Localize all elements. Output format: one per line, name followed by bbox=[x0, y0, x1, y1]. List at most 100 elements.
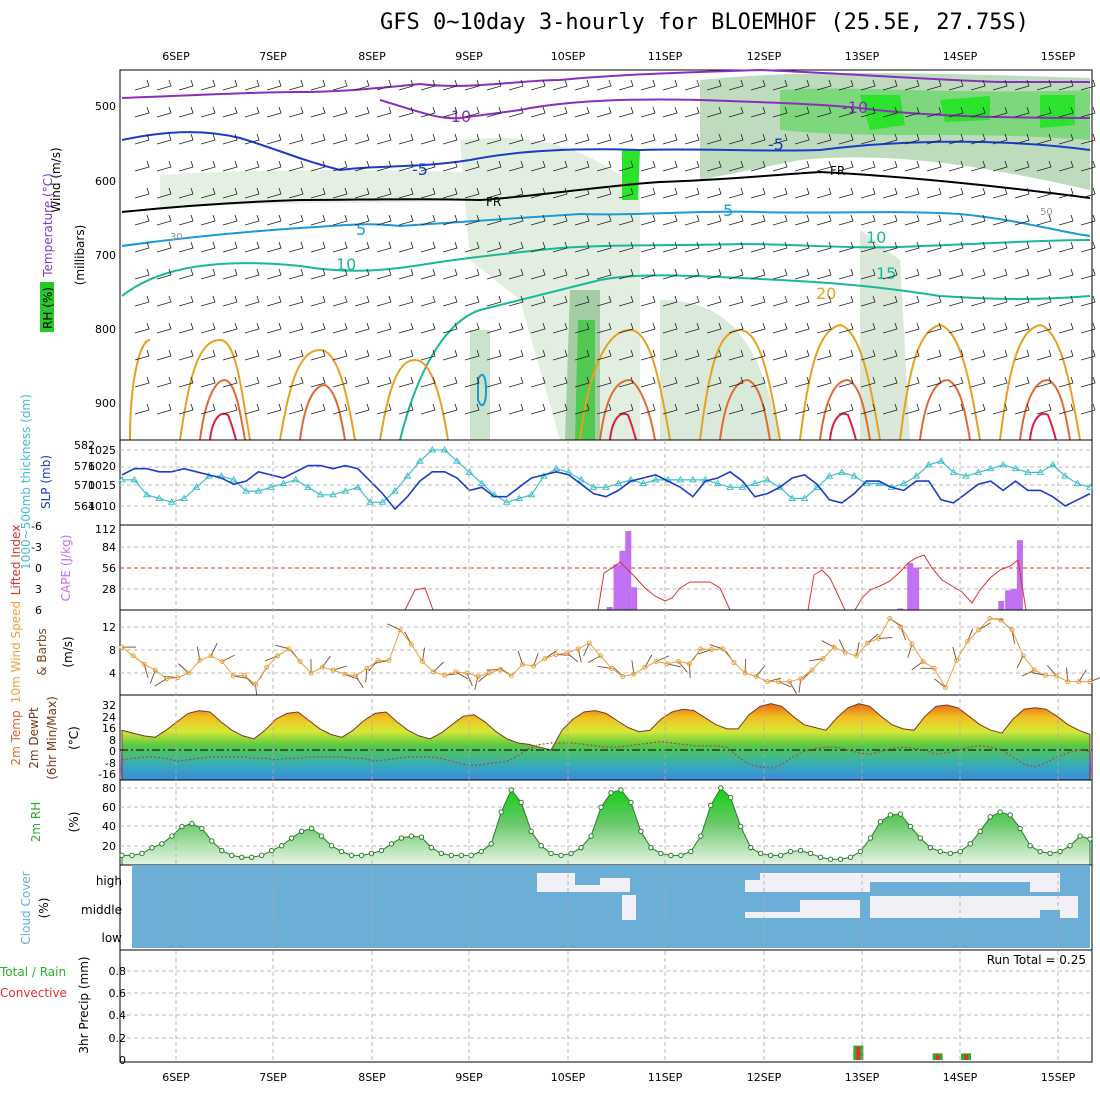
wind-barb-upper bbox=[1014, 79, 1030, 91]
wind-barb-upper bbox=[1036, 322, 1052, 334]
wind-barb-upper bbox=[508, 349, 524, 361]
wind-barb-upper bbox=[706, 214, 722, 226]
contour-label: 30 bbox=[170, 232, 183, 243]
cloud-tick-high: high bbox=[96, 874, 122, 888]
wind-barb-upper bbox=[640, 79, 656, 91]
wind-barb-upper bbox=[376, 295, 392, 307]
wind10-point bbox=[586, 640, 592, 646]
wind-barb-upper bbox=[310, 295, 326, 307]
wind10-point bbox=[442, 672, 448, 678]
rh-point bbox=[348, 852, 355, 859]
wind-barb-upper bbox=[156, 403, 172, 415]
wind-barb-upper bbox=[222, 241, 238, 253]
slp-point bbox=[242, 487, 250, 494]
x-tick-top: 6SEP bbox=[162, 50, 190, 63]
wind-barb-upper bbox=[398, 295, 414, 307]
wind-barb-upper bbox=[992, 106, 1008, 118]
wind-barb-upper bbox=[794, 106, 810, 118]
wind-barb-upper bbox=[200, 214, 216, 226]
wind-barb-upper bbox=[596, 403, 612, 415]
wind-barb-upper bbox=[178, 160, 194, 172]
rh-ylabel2: (%) bbox=[67, 812, 81, 833]
rh-point bbox=[608, 790, 614, 796]
grid bbox=[120, 970, 1092, 1039]
wind-barb-upper bbox=[640, 187, 656, 199]
wind-barb-upper bbox=[1080, 322, 1096, 334]
cape-bar bbox=[998, 600, 1005, 610]
wind-barb-upper bbox=[684, 322, 700, 334]
wind-barb-upper bbox=[1036, 268, 1052, 280]
wind-barb-upper bbox=[904, 79, 920, 91]
contour-label: -5 bbox=[412, 160, 428, 179]
rh-point bbox=[129, 852, 135, 859]
rh-point bbox=[219, 847, 225, 854]
wind-barb-upper bbox=[1080, 133, 1096, 145]
wind-barb-upper bbox=[772, 403, 788, 415]
cloud-cover-panel: high middle low Cloud Cover (%) bbox=[19, 864, 1093, 951]
y-tick: 16 bbox=[102, 722, 116, 735]
rh-point bbox=[698, 833, 704, 839]
rh-point bbox=[1007, 812, 1013, 818]
wind-barb-upper bbox=[1014, 133, 1030, 145]
wind-barb-upper bbox=[134, 187, 150, 199]
y-tick: 28 bbox=[102, 583, 116, 596]
contour-labels: -10 -5 FR 5 10 15 20 -10 -5 FR 5 10 30 5… bbox=[170, 98, 1053, 303]
wind-barb-upper bbox=[420, 133, 436, 145]
wind10-point bbox=[898, 624, 904, 630]
wind10-point bbox=[353, 673, 359, 679]
rh-point bbox=[408, 833, 415, 839]
slp-points bbox=[118, 446, 1094, 505]
wind-barb-upper bbox=[442, 241, 458, 253]
dewpt-ylabel: 2m DewPt bbox=[27, 707, 41, 769]
wind-barb-upper bbox=[244, 295, 260, 307]
wind-barb-upper bbox=[200, 295, 216, 307]
wind-barb-upper bbox=[750, 187, 766, 199]
wind-barb-upper bbox=[1058, 133, 1074, 145]
wind-barb-upper bbox=[684, 349, 700, 361]
rh-point bbox=[1077, 833, 1083, 839]
rh-point bbox=[418, 834, 425, 840]
wind-barb-upper bbox=[266, 241, 282, 253]
wind-barb-upper bbox=[574, 241, 590, 253]
y-tick: 1025 bbox=[88, 444, 116, 457]
wind-barb-upper bbox=[882, 133, 898, 145]
wind10-point bbox=[653, 659, 659, 664]
wind-barb-upper bbox=[1080, 79, 1096, 91]
wind-barb-upper bbox=[1036, 79, 1052, 91]
slp-point bbox=[391, 487, 399, 494]
wind10-point bbox=[1076, 679, 1082, 685]
wind10-point bbox=[909, 641, 915, 647]
wind-barb-upper bbox=[398, 106, 414, 118]
grid bbox=[120, 546, 1092, 590]
slp-point bbox=[304, 483, 313, 490]
contour-label: -10 bbox=[445, 107, 471, 126]
wind-barb-upper bbox=[662, 322, 678, 334]
wind-barb-upper bbox=[376, 403, 392, 415]
wind-barb-upper bbox=[596, 241, 612, 253]
temp-area bbox=[121, 703, 1091, 781]
rh-point bbox=[458, 852, 464, 859]
wind-barb-upper bbox=[376, 241, 392, 253]
wind-barb-upper bbox=[684, 79, 700, 91]
wind-barb-upper bbox=[178, 295, 194, 307]
wind-barb-upper bbox=[882, 322, 898, 334]
wind-barb-upper bbox=[992, 349, 1008, 361]
wind10-point bbox=[620, 673, 626, 679]
wind10-point bbox=[720, 646, 726, 652]
contour-label: 15 bbox=[876, 264, 896, 283]
slp-point bbox=[453, 457, 461, 464]
y-tick: 32 bbox=[102, 699, 116, 712]
rh-point bbox=[508, 787, 514, 793]
rh-point bbox=[648, 844, 654, 851]
wind10-line bbox=[121, 617, 1090, 689]
wind-barb-upper bbox=[464, 376, 480, 388]
wind-barb-upper bbox=[618, 322, 634, 334]
wind-barb-upper bbox=[662, 214, 678, 226]
wind-barb-upper bbox=[640, 403, 656, 415]
wind-barb-upper bbox=[904, 133, 920, 145]
wind-barb-upper bbox=[838, 79, 854, 91]
wind-barb-upper bbox=[442, 322, 458, 334]
wind-barb-upper bbox=[420, 403, 436, 415]
wind-barb-upper bbox=[156, 268, 172, 280]
upper-air-panel: -10 -5 FR 5 10 15 20 -10 -5 FR 5 10 30 5… bbox=[40, 68, 1096, 441]
